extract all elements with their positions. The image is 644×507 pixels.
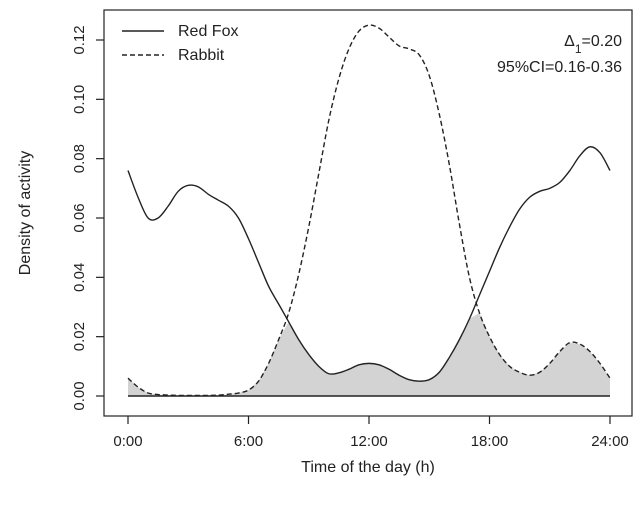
confidence-interval-label: 95%CI=0.16-0.36: [497, 59, 622, 76]
series-line-red-fox: [127, 146, 611, 382]
y-tick-label: 0.06: [71, 203, 88, 232]
plot-frame: [103, 9, 633, 417]
x-tick-label: 6:00: [234, 433, 263, 450]
y-axis-title: Density of activity: [17, 151, 34, 275]
y-tick-label: 0.04: [71, 263, 88, 292]
overlap-annotation: Δ1=0.20 95%CI=0.16-0.36: [497, 33, 622, 76]
y-tick-label: 0.00: [71, 381, 88, 410]
series-line-rabbit: [127, 24, 611, 397]
x-tick-label: 0:00: [113, 433, 142, 450]
x-tick-label: 24:00: [591, 433, 629, 450]
legend: Red Fox Rabbit: [122, 23, 238, 64]
legend-label-red-fox: Red Fox: [178, 23, 238, 40]
x-tick-label: 12:00: [350, 433, 388, 450]
series-layer: [127, 24, 611, 397]
y-tick-label: 0.08: [71, 144, 88, 173]
overlap-area: [128, 312, 610, 396]
y-tick-label: 0.10: [71, 85, 88, 114]
overlap-area-layer: [128, 312, 610, 397]
x-axis-title: Time of the day (h): [301, 459, 435, 476]
y-tick-label: 0.12: [71, 25, 88, 54]
legend-label-rabbit: Rabbit: [178, 47, 225, 64]
y-tick-label: 0.02: [71, 322, 88, 351]
x-tick-label: 18:00: [471, 433, 509, 450]
axes-layer: 0:00 6:00 12:00 18:00 24:00 0.00 0.02 0.04 0.06 0…: [71, 9, 633, 450]
overlap-coefficient-label: Δ1=0.20: [564, 33, 622, 56]
